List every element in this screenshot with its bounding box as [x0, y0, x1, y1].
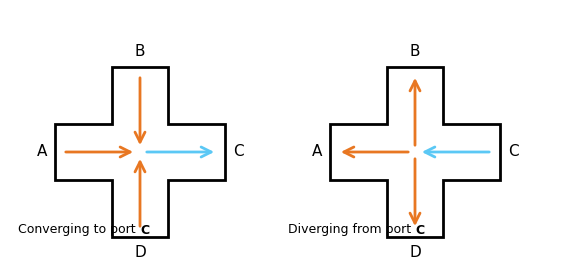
Polygon shape	[330, 67, 500, 237]
Text: B: B	[135, 44, 145, 59]
Text: C: C	[508, 144, 518, 160]
Polygon shape	[55, 67, 225, 237]
Text: B: B	[410, 44, 420, 59]
Text: D: D	[134, 245, 146, 257]
Text: A: A	[36, 144, 47, 160]
Text: Diverging from port: Diverging from port	[288, 224, 415, 236]
Text: A: A	[311, 144, 322, 160]
Text: C: C	[233, 144, 243, 160]
Text: C: C	[140, 224, 149, 236]
Text: Converging to port: Converging to port	[19, 224, 140, 236]
Text: C: C	[415, 224, 424, 236]
Text: D: D	[409, 245, 421, 257]
